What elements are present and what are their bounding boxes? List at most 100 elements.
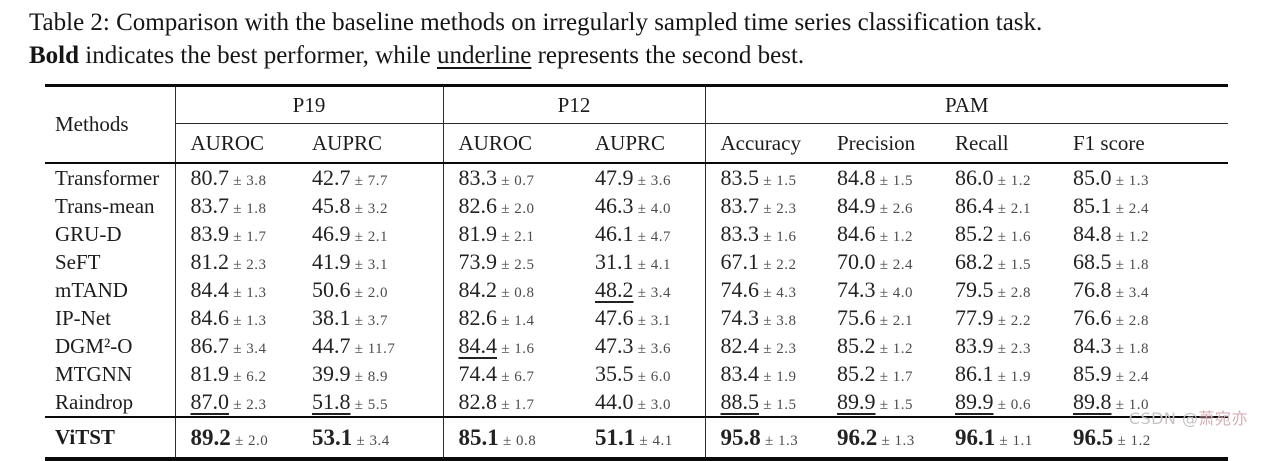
metric-cell: 82.8 ± 1.7	[442, 388, 583, 417]
metric-std: ± 2.8	[1111, 313, 1149, 329]
metric-value: 87.0	[190, 389, 230, 414]
metric-std: ± 6.0	[633, 369, 671, 385]
metric-std: ± 1.5	[993, 257, 1031, 273]
metric-value: 89.9	[955, 389, 994, 414]
method-name: IP-Net	[55, 305, 111, 330]
metric-cell: 68.2 ± 1.5	[943, 248, 1061, 276]
metric-std: ± 3.1	[350, 257, 388, 273]
metric-cell: 77.9 ± 2.2	[943, 304, 1061, 332]
metric-value: 84.9	[837, 193, 876, 218]
metric-std: ± 3.0	[633, 397, 671, 413]
metric-value: 79.5	[955, 277, 994, 302]
metric-value: 67.1	[720, 249, 760, 274]
metric-value: 84.3	[1073, 333, 1112, 358]
watermark-username: 萧宛亦	[1198, 409, 1248, 428]
column-header-f1-score: F1 score	[1073, 130, 1145, 155]
metric-value: 85.2	[955, 221, 994, 246]
metric-value: 74.6	[720, 277, 760, 302]
metric-value: 80.7	[190, 165, 230, 190]
metric-cell: 76.6 ± 2.8	[1061, 304, 1228, 332]
metric-cell: 83.5 ± 1.5	[704, 163, 825, 192]
table-row: DGM²-O 86.7 ± 3.4 44.7 ± 11.7 84.4 ± 1.6 47.…	[45, 332, 1228, 360]
metric-std: ± 2.5	[497, 257, 535, 273]
metric-std: ± 1.2	[1111, 229, 1149, 245]
metric-cell: 95.8 ± 1.3	[704, 417, 825, 459]
metric-std: ± 3.6	[633, 173, 671, 189]
metric-std: ± 1.4	[497, 313, 535, 329]
metric-cell: 76.8 ± 3.4	[1061, 276, 1228, 304]
metric-cell: 83.7 ± 2.3	[704, 192, 825, 220]
metric-cell: 74.3 ± 4.0	[825, 276, 943, 304]
metric-std: ± 1.3	[1111, 173, 1149, 189]
metric-cell: 38.1 ± 3.7	[300, 304, 443, 332]
metric-value: 85.1	[458, 424, 499, 450]
metric-value: 89.2	[190, 424, 231, 450]
metric-value: 83.4	[720, 361, 760, 386]
metric-cell: 74.3 ± 3.8	[704, 304, 825, 332]
metric-cell: 47.6 ± 3.1	[583, 304, 705, 332]
metric-cell: 75.6 ± 2.1	[825, 304, 943, 332]
metric-cell: 82.4 ± 2.3	[704, 332, 825, 360]
subheader-row: AUROC AUPRC AUROC AUPRC Accuracy Precisi…	[45, 123, 1228, 163]
metric-std: ± 2.0	[497, 201, 535, 217]
metric-std: ± 2.4	[875, 257, 913, 273]
metric-value: 95.8	[720, 424, 761, 450]
metric-cell: 85.2 ± 1.2	[825, 332, 943, 360]
metric-value: 73.9	[458, 249, 498, 274]
caption-line-1: Table 2: Comparison with the baseline me…	[29, 6, 1255, 39]
metric-std: ± 1.3	[229, 285, 267, 301]
metric-value: 85.0	[1073, 165, 1112, 190]
metric-cell: 85.1 ± 2.4	[1061, 192, 1228, 220]
metric-value: 38.1	[312, 305, 351, 330]
column-header-auprc-p12: AUPRC	[595, 130, 666, 155]
metric-value: 74.3	[837, 277, 876, 302]
metric-value: 75.6	[837, 305, 876, 330]
metric-cell: 51.1 ± 4.1	[583, 417, 705, 459]
table-row-vitst: ViTST 89.2 ± 2.0 53.1 ± 3.4 85.1 ± 0.8 51.1 …	[45, 417, 1229, 459]
metric-std: ± 5.5	[350, 397, 388, 413]
metric-std: ± 1.2	[875, 229, 913, 245]
metric-cell: 82.6 ± 2.0	[442, 192, 583, 220]
column-header-precision: Precision	[837, 130, 916, 155]
table-row: IP-Net 84.6 ± 1.3 38.1 ± 3.7 82.6 ± 1.4 47.6…	[45, 304, 1228, 332]
table-row: Trans-mean 83.7 ± 1.8 45.8 ± 3.2 82.6 ± 2.0…	[45, 192, 1228, 220]
table-row: Raindrop 87.0 ± 2.3 51.8 ± 5.5 82.8 ± 1.7 44…	[45, 388, 1228, 417]
method-name: GRU-D	[55, 221, 122, 246]
metric-cell: 89.9 ± 1.5	[825, 388, 943, 417]
metric-std: ± 3.4	[633, 285, 671, 301]
metric-cell: 84.8 ± 1.5	[825, 163, 943, 192]
method-name: Trans-mean	[55, 193, 155, 218]
metric-std: ± 1.7	[497, 397, 535, 413]
table-row: mTAND 84.4 ± 1.3 50.6 ± 2.0 84.2 ± 0.8 48.2 …	[45, 276, 1228, 304]
metric-std: ± 1.8	[1111, 341, 1149, 357]
metric-value: 51.1	[595, 424, 636, 450]
metric-std: ± 3.2	[350, 201, 388, 217]
metric-value: 86.7	[190, 333, 230, 358]
metric-std: ± 3.6	[633, 341, 671, 357]
metric-std: ± 1.0	[1111, 397, 1149, 413]
metric-value: 74.4	[458, 361, 498, 386]
metric-std: ± 1.3	[877, 432, 915, 449]
metric-value: 47.6	[595, 305, 634, 330]
metric-value: 83.7	[190, 193, 230, 218]
metric-cell: 83.9 ± 1.7	[174, 220, 300, 248]
metric-value: 51.8	[312, 389, 351, 414]
metric-value: 76.6	[1073, 305, 1112, 330]
metric-cell: 84.4 ± 1.6	[442, 332, 583, 360]
method-name: ViTST	[55, 425, 115, 449]
metric-cell: 85.2 ± 1.6	[943, 220, 1061, 248]
metric-std: ± 1.8	[1111, 257, 1149, 273]
metric-cell: 82.6 ± 1.4	[442, 304, 583, 332]
metric-std: ± 0.6	[993, 397, 1031, 413]
metric-cell: 85.1 ± 0.8	[442, 417, 583, 459]
metric-std: ± 1.5	[759, 173, 797, 189]
metric-std: ± 1.2	[1113, 432, 1151, 449]
metric-std: ± 2.1	[350, 229, 388, 245]
metric-value: 81.9	[190, 361, 230, 386]
method-name: Raindrop	[55, 389, 134, 414]
metric-cell: 86.7 ± 3.4	[174, 332, 300, 360]
metric-value: 85.1	[1073, 193, 1112, 218]
metric-std: ± 1.6	[993, 229, 1031, 245]
metric-cell: 83.4 ± 1.9	[704, 360, 825, 388]
metric-cell: 46.9 ± 2.1	[300, 220, 443, 248]
